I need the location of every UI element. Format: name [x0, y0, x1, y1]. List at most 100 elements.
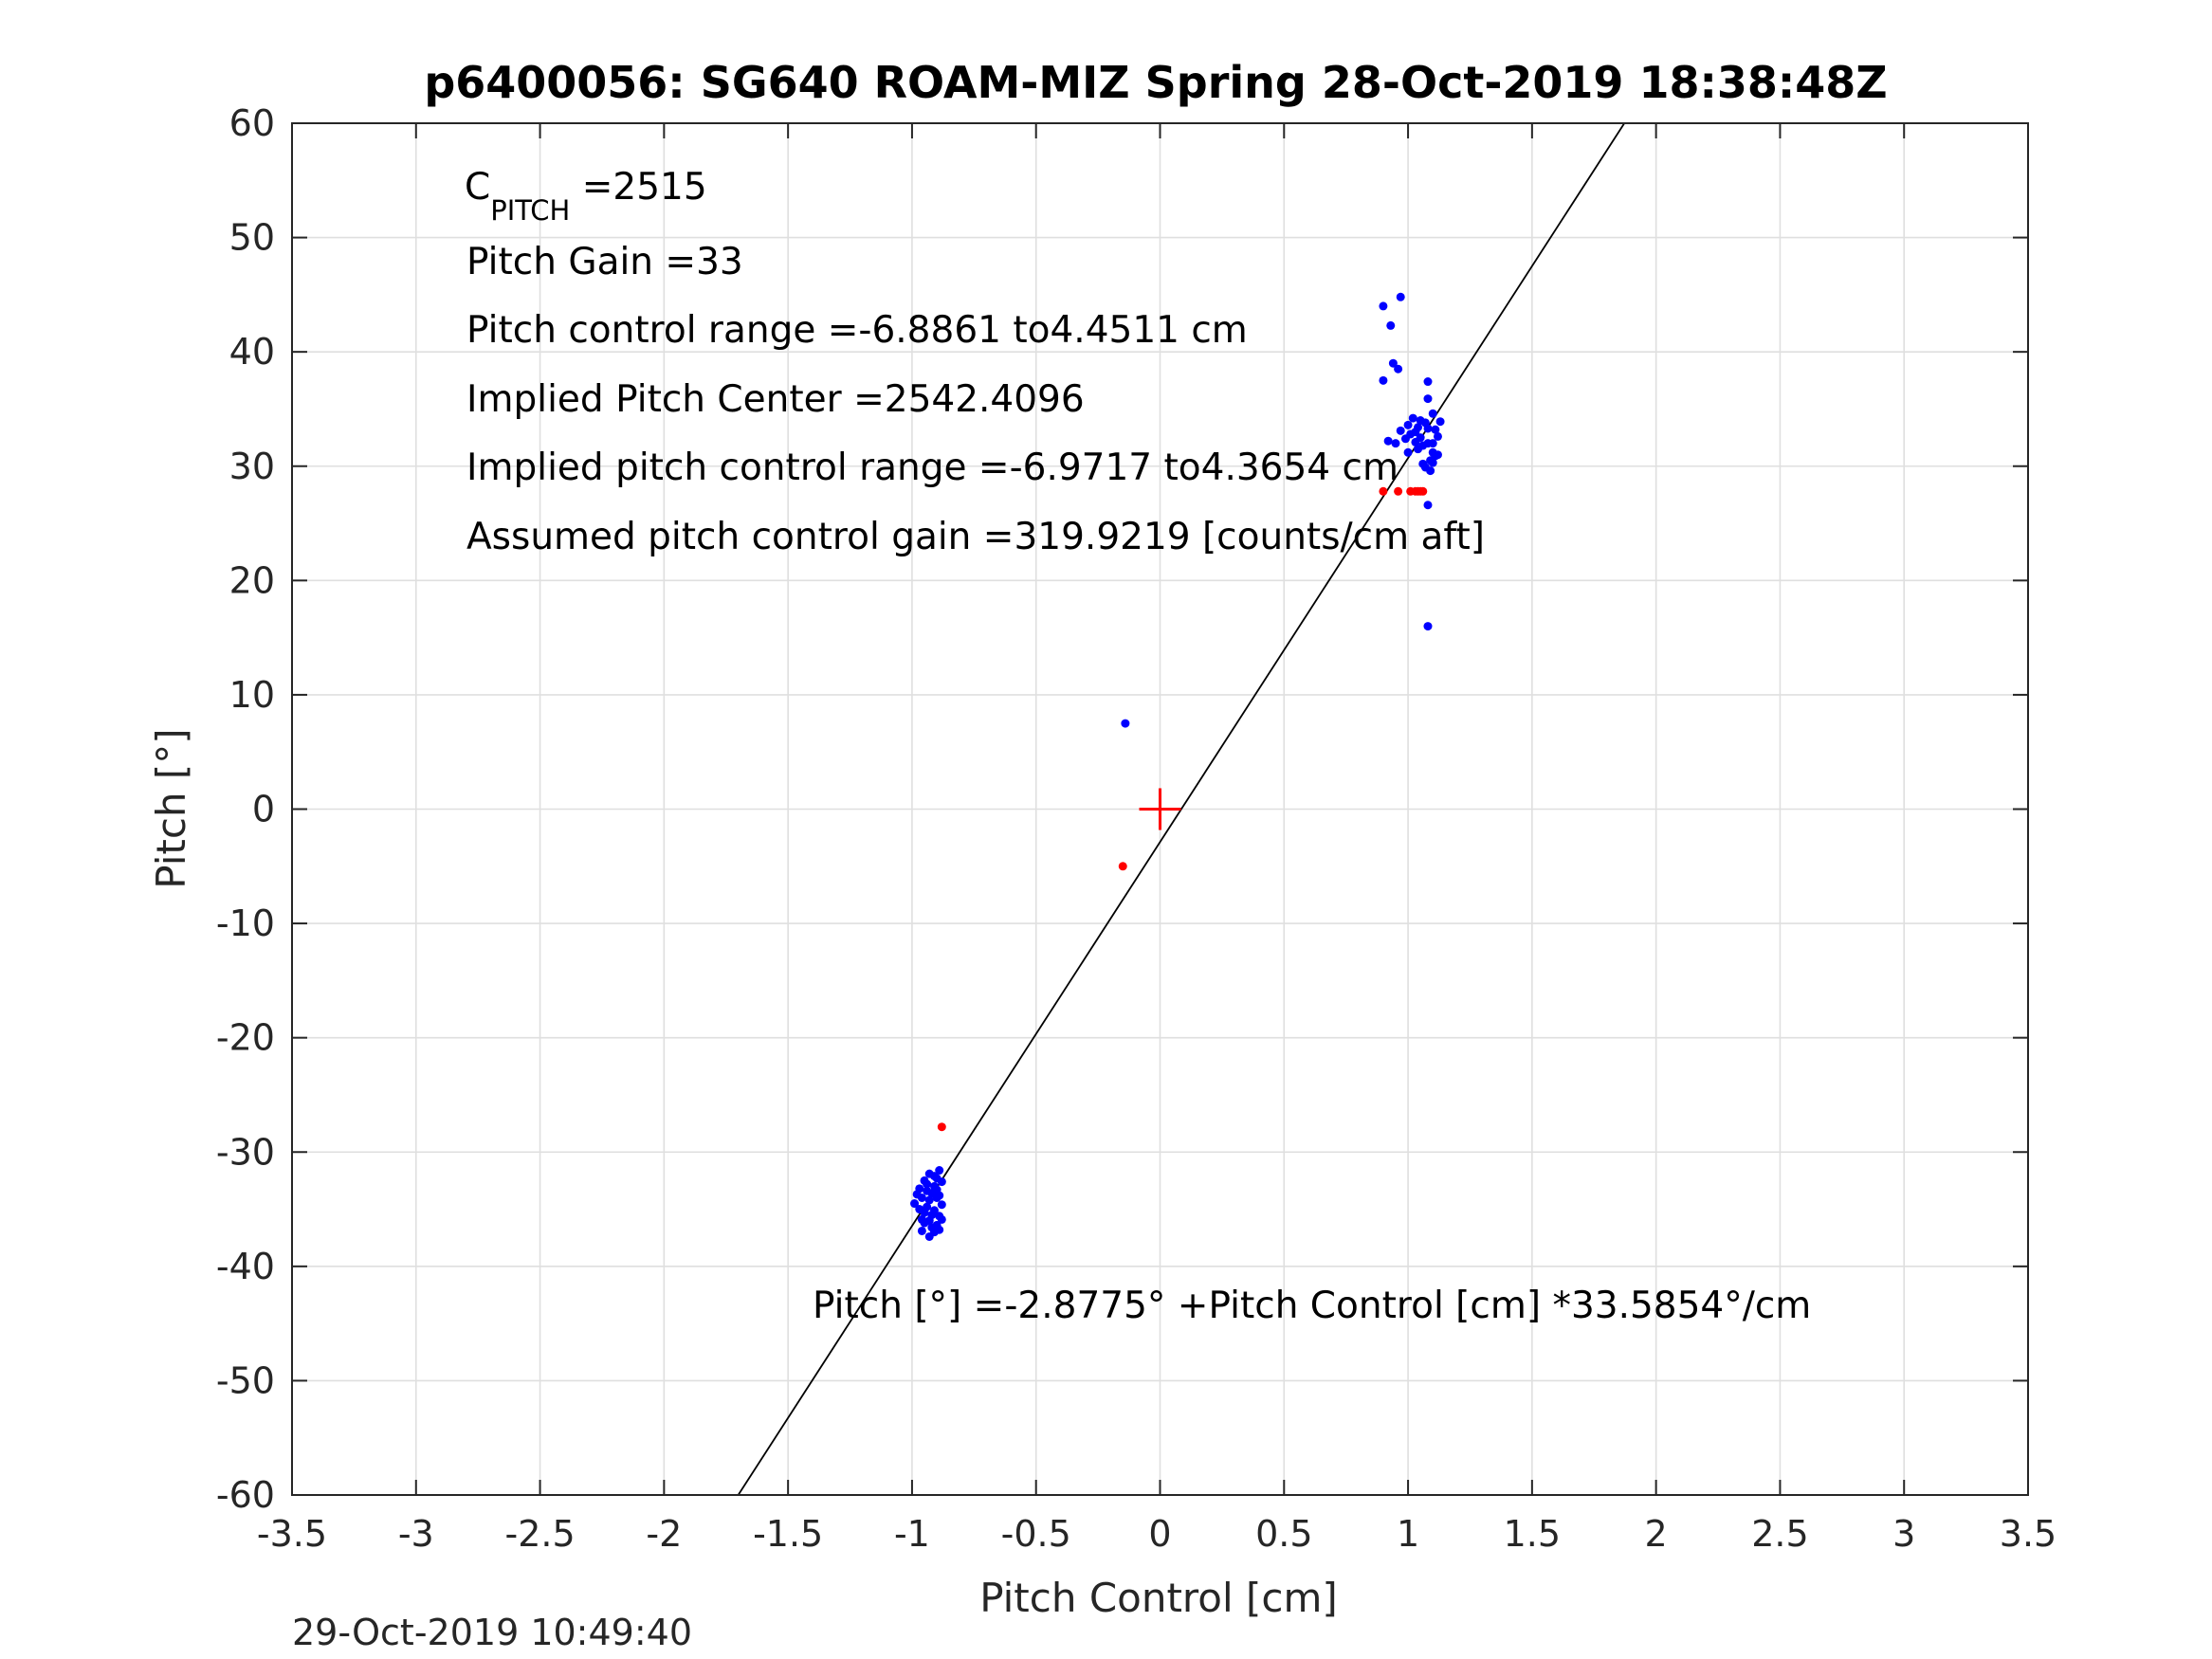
y-tick-label: 40 [229, 331, 275, 373]
y-tick-label: -50 [216, 1359, 275, 1401]
x-tick-label: 2.5 [1751, 1513, 1808, 1555]
x-tick-label: -2 [646, 1513, 682, 1555]
data-point [915, 1184, 924, 1194]
c-pitch-value: =2515 [570, 166, 706, 209]
c-pitch-main: C [465, 166, 490, 209]
data-point [1433, 450, 1442, 460]
data-point [1414, 445, 1423, 454]
grid-lines [291, 122, 2029, 1496]
x-tick-label: 2 [1645, 1513, 1668, 1555]
x-tick-label: 0 [1148, 1513, 1171, 1555]
implied-range-annotation: Implied pitch control range =-6.9717 to4… [466, 447, 1398, 489]
data-point [920, 1176, 929, 1185]
y-tick-label: 50 [229, 217, 275, 259]
y-tick-label: 10 [229, 674, 275, 716]
x-tick-label: -3.5 [257, 1513, 327, 1555]
data-point [935, 1191, 944, 1200]
fit-equation-annotation: Pitch [°] =-2.8775° +Pitch Control [cm] … [813, 1285, 1811, 1327]
plot-frame [291, 122, 2029, 1496]
data-point [910, 1199, 920, 1209]
x-tick-label: 3.5 [2000, 1513, 2057, 1555]
plot-content [737, 123, 1625, 1495]
data-point [1435, 417, 1445, 427]
data-point [1411, 437, 1420, 447]
data-point [1423, 501, 1433, 510]
x-tick-label: 1.5 [1504, 1513, 1561, 1555]
y-tick-label: -40 [216, 1246, 275, 1287]
x-tick-label: 3 [1892, 1513, 1915, 1555]
data-point [1379, 301, 1388, 311]
data-point [1414, 423, 1423, 432]
data-point [1379, 486, 1388, 496]
x-tick-label: 1 [1397, 1513, 1419, 1555]
y-tick-label: 30 [229, 446, 275, 487]
data-point [929, 1172, 939, 1181]
x-tick-label: -0.5 [1001, 1513, 1071, 1555]
x-tick-label: -1 [894, 1513, 930, 1555]
data-point [935, 1166, 944, 1176]
data-point [935, 1225, 944, 1234]
data-point [937, 1214, 946, 1224]
y-axis-label: Pitch [°] [148, 728, 194, 888]
data-point [1391, 439, 1400, 448]
data-point [1386, 320, 1396, 330]
x-tick-label: 0.5 [1255, 1513, 1312, 1555]
data-point [924, 1216, 934, 1226]
x-tick-label: -2.5 [504, 1513, 575, 1555]
data-point [937, 1122, 946, 1132]
data-point [1400, 434, 1410, 444]
data-point [1121, 719, 1130, 728]
data-point [1423, 622, 1433, 631]
pitch-gain-annotation: Pitch Gain =33 [466, 241, 743, 283]
data-point [1379, 375, 1388, 385]
data-point [927, 1223, 937, 1232]
y-tick-labels: -60 -50 -40 -30 -20 -10 0 10 20 30 40 50 60 [216, 102, 275, 1516]
data-point [1416, 416, 1425, 426]
data-point [1428, 458, 1437, 467]
y-tick-label: 0 [252, 789, 275, 830]
data-point [1423, 424, 1433, 433]
pitch-control-range-annotation: Pitch control range =-6.8861 to4.4511 cm [466, 309, 1248, 352]
chart-title: p6400056: SG640 ROAM-MIZ Spring 28-Oct-2… [424, 57, 1887, 108]
data-point [1423, 377, 1433, 387]
data-point [1428, 439, 1437, 448]
x-tick-labels: -3.5 -3 -2.5 -2 -1.5 -1 -0.5 0 0.5 1 1.5 2 2.5 3 3.5 [257, 1513, 2057, 1555]
data-point [1396, 426, 1405, 435]
data-point [1403, 420, 1413, 429]
data-point [1396, 292, 1405, 301]
data-point [937, 1177, 946, 1187]
y-tick-label: -30 [216, 1131, 275, 1173]
data-point [1428, 409, 1437, 418]
data-point [1118, 862, 1127, 871]
data-point [1394, 486, 1403, 496]
data-point [1433, 431, 1442, 441]
data-point [924, 1195, 934, 1205]
data-point [917, 1226, 926, 1235]
y-tick-label: -10 [216, 902, 275, 944]
c-pitch-annotation: CPITCH =2515 [465, 166, 707, 227]
c-pitch-subscript: PITCH [490, 194, 570, 227]
data-point [1388, 358, 1398, 368]
y-tick-label: -60 [216, 1474, 275, 1516]
assumed-gain-annotation: Assumed pitch control gain =319.9219 [co… [466, 516, 1485, 558]
y-tick-label: -20 [216, 1017, 275, 1059]
center-plus-marker [1139, 788, 1181, 830]
data-point [915, 1205, 924, 1214]
y-tick-label: 20 [229, 559, 275, 601]
data-point [1403, 447, 1413, 457]
data-point [923, 1186, 932, 1195]
data-point [1394, 364, 1403, 374]
y-tick-label: 60 [229, 102, 275, 144]
x-tick-label: -3 [398, 1513, 434, 1555]
x-axis-label: Pitch Control [cm] [979, 1575, 1338, 1621]
data-point [1418, 486, 1428, 496]
data-point [937, 1200, 946, 1210]
data-point [1423, 394, 1433, 404]
data-points [910, 292, 1445, 1241]
data-point [1431, 425, 1440, 434]
data-point [1408, 413, 1417, 423]
fit-line [737, 123, 1625, 1495]
data-point [924, 1231, 934, 1241]
